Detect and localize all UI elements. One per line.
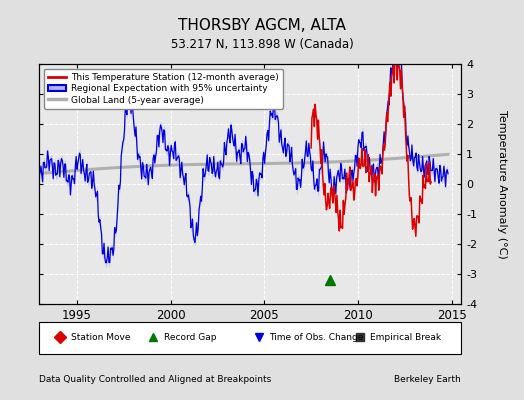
Text: Record Gap: Record Gap <box>163 333 216 342</box>
Text: THORSBY AGCM, ALTA: THORSBY AGCM, ALTA <box>178 18 346 33</box>
Text: Berkeley Earth: Berkeley Earth <box>395 375 461 384</box>
Legend: This Temperature Station (12-month average), Regional Expectation with 95% uncer: This Temperature Station (12-month avera… <box>44 68 283 109</box>
FancyBboxPatch shape <box>39 322 461 354</box>
Text: Station Move: Station Move <box>71 333 130 342</box>
Text: Time of Obs. Change: Time of Obs. Change <box>269 333 364 342</box>
Text: Empirical Break: Empirical Break <box>370 333 442 342</box>
Y-axis label: Temperature Anomaly (°C): Temperature Anomaly (°C) <box>497 110 507 258</box>
Text: Data Quality Controlled and Aligned at Breakpoints: Data Quality Controlled and Aligned at B… <box>39 375 271 384</box>
Text: 53.217 N, 113.898 W (Canada): 53.217 N, 113.898 W (Canada) <box>171 38 353 51</box>
